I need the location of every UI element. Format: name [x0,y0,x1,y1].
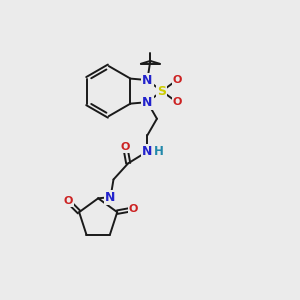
Text: N: N [142,74,152,87]
Text: N: N [142,145,152,158]
Text: O: O [63,196,73,206]
Text: S: S [157,85,166,98]
Text: N: N [142,96,152,109]
Text: O: O [172,75,182,85]
Text: H: H [154,145,164,158]
Text: O: O [121,142,130,152]
Text: O: O [129,204,138,214]
Text: O: O [172,97,182,107]
Text: N: N [105,190,116,204]
